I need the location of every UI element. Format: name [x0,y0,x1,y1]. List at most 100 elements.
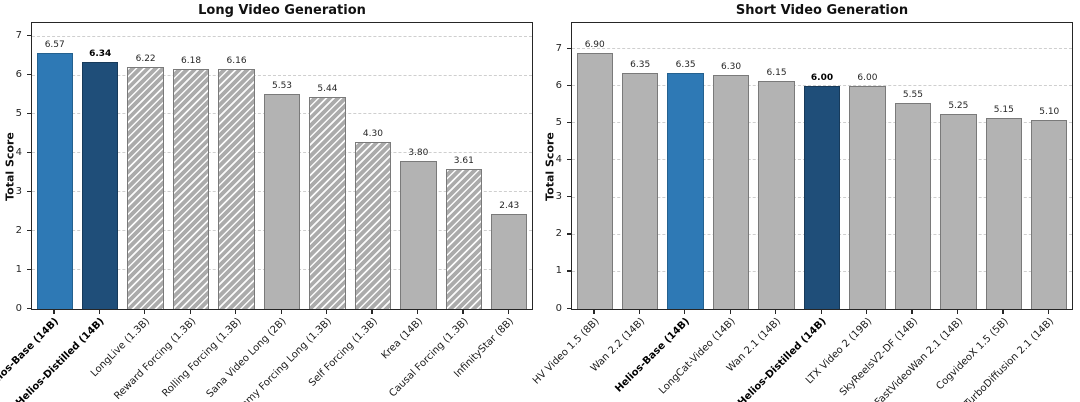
x-tick-label-text: TurboDiffusion 2.1 (14B) [962,316,1057,402]
y-tick-label: 1 [15,263,22,275]
bar-value-label: 4.30 [362,128,383,139]
chart-title: Long Video Generation [198,3,366,18]
plot-area: 6.90 6.35 6.35 6.30 6.15 6.00 6.00 5.55 5.25 5.15… [571,22,1073,310]
bar [82,62,119,309]
x-tick-mark [371,310,373,314]
bar-value-label: 6.22 [135,53,156,64]
bar [491,214,528,309]
bar-value-label: 6.90 [584,39,605,50]
bar [218,69,255,309]
y-tick-label: 0 [15,302,22,314]
y-tick-label: 7 [555,42,562,54]
gridline [572,48,1072,49]
gridline [32,74,532,76]
bar-value-label: 6.35 [675,60,696,71]
x-tick-mark [416,310,419,314]
x-tick-label-text: Rolling Forcing (1.3B) [159,316,244,400]
y-tick-mark [567,121,571,124]
y-tick-mark [567,196,571,198]
bar [712,75,750,309]
bar-value-label: 6.57 [44,40,65,51]
x-tick-label-text: FastVideoWan 2.1 (14B) [872,316,966,402]
bar [445,168,482,309]
bar [172,68,210,309]
x-tick-mark [956,310,959,314]
bar-value-label: 6.35 [630,60,651,71]
chart-title: Short Video Generation [735,3,909,18]
x-tick-label-text: Helios-Distilled (14B) [736,316,829,402]
y-tick-mark [27,151,31,154]
y-tick-label: 5 [15,107,22,119]
bar-value-label: 6.34 [89,49,112,60]
x-tick-mark [53,310,55,314]
x-tick-label-text: SkyReelsV2-DF (14B) [837,316,920,399]
bar-value-label: 6.00 [810,73,834,84]
bar-value-label: 5.15 [993,104,1014,115]
x-tick-mark [638,310,640,314]
chart-short-video-generation: Short Video Generation Total Score 6.90 6… [531,0,1080,402]
bar-value-label: 6.30 [721,62,742,72]
bar [263,93,301,309]
x-tick-mark [507,310,510,314]
y-tick-mark [27,35,31,37]
chart-long-video-generation: Long Video Generation Total Score 6.57 6.… [0,3,533,402]
y-tick-label: 4 [15,146,22,158]
x-tick-mark [1047,310,1050,314]
bar-value-label: 6.16 [226,56,247,67]
x-tick-mark [820,310,822,314]
bar-value-label: 3.80 [408,148,429,159]
gridline [32,35,532,37]
x-tick-mark [1002,310,1004,314]
y-tick-mark [567,270,571,272]
bar-value-label: 6.18 [181,55,202,66]
x-tick-label-text: Krea (14B) [379,316,426,362]
x-tick-label-text: LongCat-Video (14B) [657,316,738,397]
y-tick-mark [27,74,31,76]
y-tick-label: 5 [555,116,562,128]
bar [985,117,1022,309]
bar [667,73,704,309]
bar-value-label: 2.43 [499,201,520,212]
y-tick-label: 1 [555,265,562,277]
x-tick-mark [462,310,464,314]
y-tick-label: 7 [15,30,22,42]
bar [354,141,392,309]
x-tick-label-text: Reward Forcing (1.3B) [111,316,198,402]
x-tick-mark [98,310,100,314]
bar [576,52,613,309]
x-tick-mark [144,310,146,314]
y-tick-mark [27,112,31,115]
x-tick-mark [865,310,868,314]
y-tick-mark [27,307,31,309]
bar [940,114,977,309]
y-tick-label: 2 [555,228,562,240]
x-tick-mark [235,310,237,314]
bar-value-label: 3.61 [453,155,474,166]
bar [127,66,164,309]
x-tick-mark [593,310,595,314]
y-tick-mark [567,233,571,235]
x-tick-mark [911,310,913,314]
bar [849,86,886,309]
bar [894,102,932,309]
x-tick-mark [684,310,686,314]
x-tick-label-text: Sana Video Long (2B) [204,316,289,400]
x-tick-mark [775,310,777,314]
gridline [572,85,1072,87]
bar-value-label: 5.55 [902,89,923,100]
bar [36,53,73,309]
y-tick-label: 0 [555,302,562,314]
y-tick-mark [27,190,31,193]
y-tick-label: 6 [15,69,22,81]
y-tick-mark [567,84,571,86]
bar [1031,119,1068,309]
y-tick-label: 6 [555,79,562,91]
x-tick-label-text: Helios-Distilled (14B) [14,316,107,402]
bar [803,86,841,309]
plot-area: 6.57 6.34 6.22 6.18 6.16 5.53 5.44 4.30 3.80 3.61… [31,22,533,310]
x-tick-label-text: HV Video 1.5 (8B) [530,316,602,387]
x-tick-mark [189,310,191,314]
x-tick-mark [325,310,328,314]
y-tick-mark [27,268,31,270]
y-tick-label: 2 [15,224,22,236]
